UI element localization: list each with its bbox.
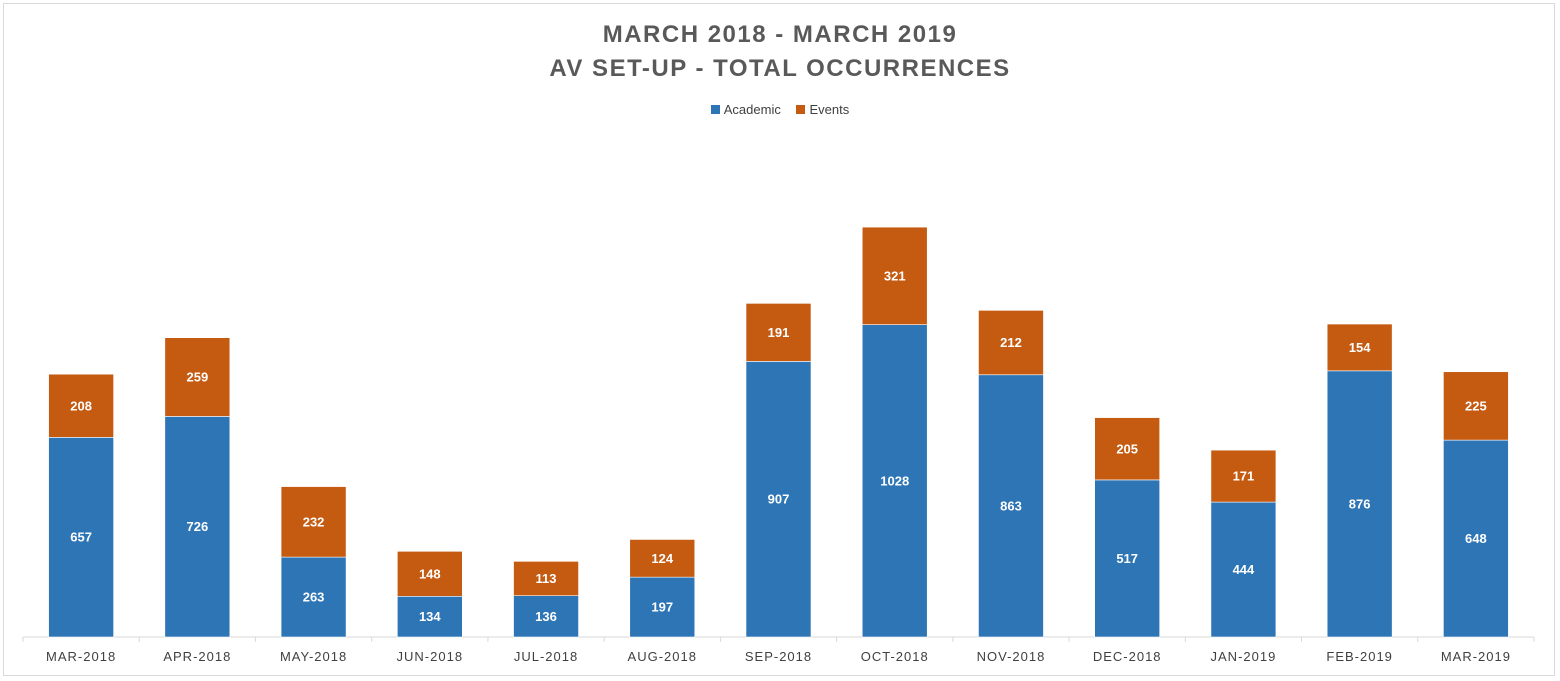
bar-academic [1094,479,1160,638]
bar-events [629,539,696,578]
bar-academic [861,324,928,638]
legend-label-academic: Academic [723,102,781,117]
data-label-events: 321 [884,268,906,283]
legend-label-events: Events [809,102,850,117]
x-tick-label: FEB-2019 [1326,649,1393,664]
data-label-academic: 517 [1116,551,1138,566]
x-tick-label: JUL-2018 [514,649,578,664]
bar-events [1443,371,1509,441]
data-label-events: 154 [1349,340,1371,355]
data-label-academic: 726 [186,519,208,534]
bar-academic [745,361,812,638]
data-label-academic: 876 [1349,496,1371,511]
chart-subtitle: AV SET-UP - TOTAL OCCURRENCES [549,55,1011,82]
data-label-events: 225 [1465,398,1487,413]
bar-events [1210,449,1277,503]
bar-academic [164,416,231,638]
data-label-events: 205 [1116,441,1138,456]
bar-academic [1210,501,1277,638]
data-label-academic: 444 [1233,562,1255,577]
bar-events [745,303,812,362]
x-tick-label: NOV-2018 [977,649,1046,664]
bar-academic [1326,370,1393,638]
bar-events [1326,323,1393,372]
data-label-academic: 863 [1000,498,1022,513]
data-label-events: 232 [303,514,325,529]
x-tick-label: APR-2018 [163,649,231,664]
bar-academic [1443,439,1509,638]
x-tick-label: AUG-2018 [628,649,697,664]
bar-events [280,486,347,558]
x-tick-label: JAN-2019 [1211,649,1277,664]
chart-title: MARCH 2018 - MARCH 2019 [602,21,958,48]
data-label-events: 208 [70,398,92,413]
data-label-events: 259 [186,370,208,385]
x-tick-label: OCT-2018 [861,649,929,664]
data-label-events: 113 [536,571,557,586]
bar-events [397,551,463,597]
data-label-events: 171 [1233,469,1255,484]
chart-legend: Academic Events [0,102,1560,117]
x-tick-label: MAR-2018 [46,649,116,664]
bar-events [1094,417,1160,481]
data-label-academic: 907 [768,492,790,507]
legend-swatch-academic [710,105,720,114]
data-label-academic: 1028 [880,473,909,488]
data-label-academic: 197 [651,600,673,615]
x-tick-label: MAY-2018 [280,649,347,664]
legend-swatch-events [796,105,806,114]
chart-title-block: MARCH 2018 - MARCH 2019 AV SET-UP - TOTA… [0,18,1560,86]
bar-events [164,337,231,417]
bar-academic [978,374,1044,638]
data-label-academic: 657 [70,530,92,545]
bar-academic [48,437,114,638]
bar-events [513,561,579,596]
data-label-events: 212 [1000,335,1022,350]
bar-academic [629,576,696,638]
legend-item-events: Events [796,102,849,117]
bar-academic [513,595,579,638]
data-label-events: 191 [768,325,790,340]
bar-academic [397,595,463,638]
legend-item-academic: Academic [710,102,781,117]
data-label-academic: 136 [535,609,557,624]
bar-events [48,373,114,438]
x-tick-label: JUN-2018 [397,649,464,664]
data-label-events: 124 [651,551,673,566]
data-label-events: 148 [419,566,441,581]
data-label-academic: 648 [1465,531,1487,546]
x-tick-label: SEP-2018 [745,649,812,664]
data-label-academic: 134 [419,609,441,624]
data-label-academic: 263 [303,590,325,605]
bar-events [861,226,928,325]
x-tick-label: MAR-2019 [1441,649,1511,664]
bar-events [978,310,1044,376]
x-tick-label: DEC-2018 [1093,649,1162,664]
